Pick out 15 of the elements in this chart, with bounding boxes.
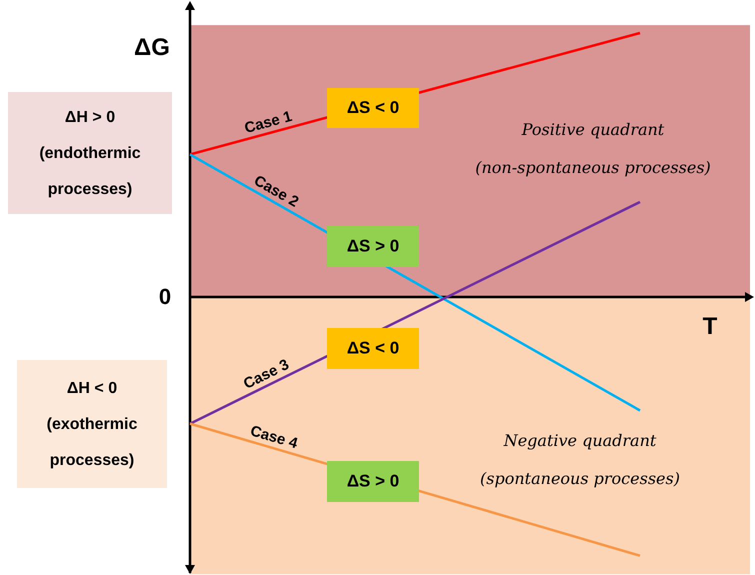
annotation: ΔS > 0: [346, 472, 400, 490]
text: ΔH > 0 (endothermic processes): [39, 109, 141, 198]
text: Case 2: [250, 172, 302, 211]
text: 0: [158, 284, 172, 309]
annotation: ΔS < 0: [346, 98, 400, 117]
band-label: Positive quadrant (non-spontaneous processes): [475, 120, 711, 177]
band-label: Negative quadrant (spontaneous processes): [480, 431, 680, 488]
text: ΔH < 0 (exothermic processes): [46, 380, 138, 469]
x-axis-title: T: [702, 313, 718, 340]
y-axis-title: ΔG: [134, 34, 170, 61]
text: Case 1: [242, 108, 294, 137]
text: Case 4: [248, 422, 300, 453]
annotation: ΔS > 0: [346, 236, 400, 256]
annotation: ΔS < 0: [346, 338, 400, 358]
text: Case 3: [240, 356, 292, 393]
